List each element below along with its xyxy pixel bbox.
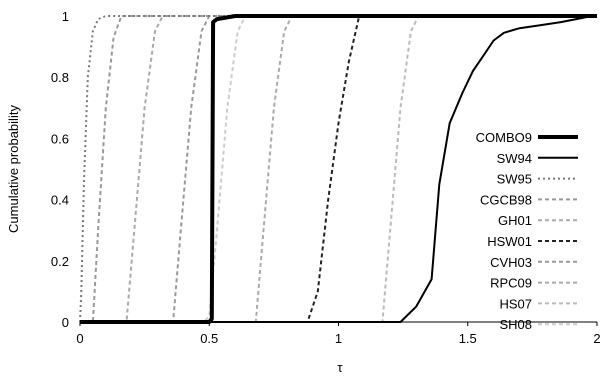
x-tick-label: 0.5	[200, 331, 218, 346]
legend-label: SW95	[497, 172, 532, 187]
x-tick-label: 2	[593, 331, 600, 346]
x-tick-label: 1	[335, 331, 342, 346]
legend-label: SW94	[497, 151, 532, 166]
y-tick-label: 0	[62, 315, 69, 330]
legend-label: SH08	[499, 317, 532, 332]
y-tick-label: 0.4	[51, 193, 69, 208]
y-tick-label: 1	[62, 9, 69, 24]
legend-label: RPC09	[490, 276, 532, 291]
series-line-gh01	[80, 15, 597, 323]
legend-label: HSW01	[487, 234, 532, 249]
legend-label: CVH03	[490, 255, 532, 270]
y-tick-label: 0.6	[51, 131, 69, 146]
x-tick-label: 0	[76, 331, 83, 346]
legend-label: GH01	[498, 213, 532, 228]
legend: COMBO9 SW94 SW95 CGCB98 GH01 HSW01 CVH03 RPC09 H…	[476, 130, 578, 332]
y-tick-label: 0.8	[51, 70, 69, 85]
series-layer	[79, 14, 597, 324]
series-line-hsw01	[80, 15, 597, 323]
legend-label: CGCB98	[480, 192, 532, 207]
x-axis-title: τ	[337, 360, 343, 375]
x-tick-label: 1.5	[459, 331, 477, 346]
legend-label: COMBO9	[476, 130, 532, 145]
series-line-combo9	[80, 14, 597, 324]
axes: 0 0.5 1 1.5 2 0 0.2 0.4 0.6 0.8 1	[51, 9, 601, 346]
series-line-sw94	[80, 15, 597, 323]
legend-label: HS07	[499, 296, 532, 311]
series-line-sw95	[79, 15, 597, 323]
y-axis-title: Cumulative probability	[6, 105, 21, 233]
y-tick-label: 0.2	[51, 254, 69, 269]
series-line-cgcb98	[80, 15, 597, 323]
